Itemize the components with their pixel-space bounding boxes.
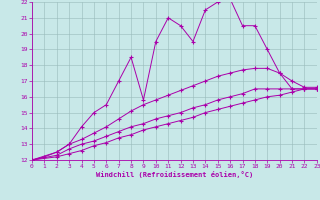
X-axis label: Windchill (Refroidissement éolien,°C): Windchill (Refroidissement éolien,°C): [96, 171, 253, 178]
